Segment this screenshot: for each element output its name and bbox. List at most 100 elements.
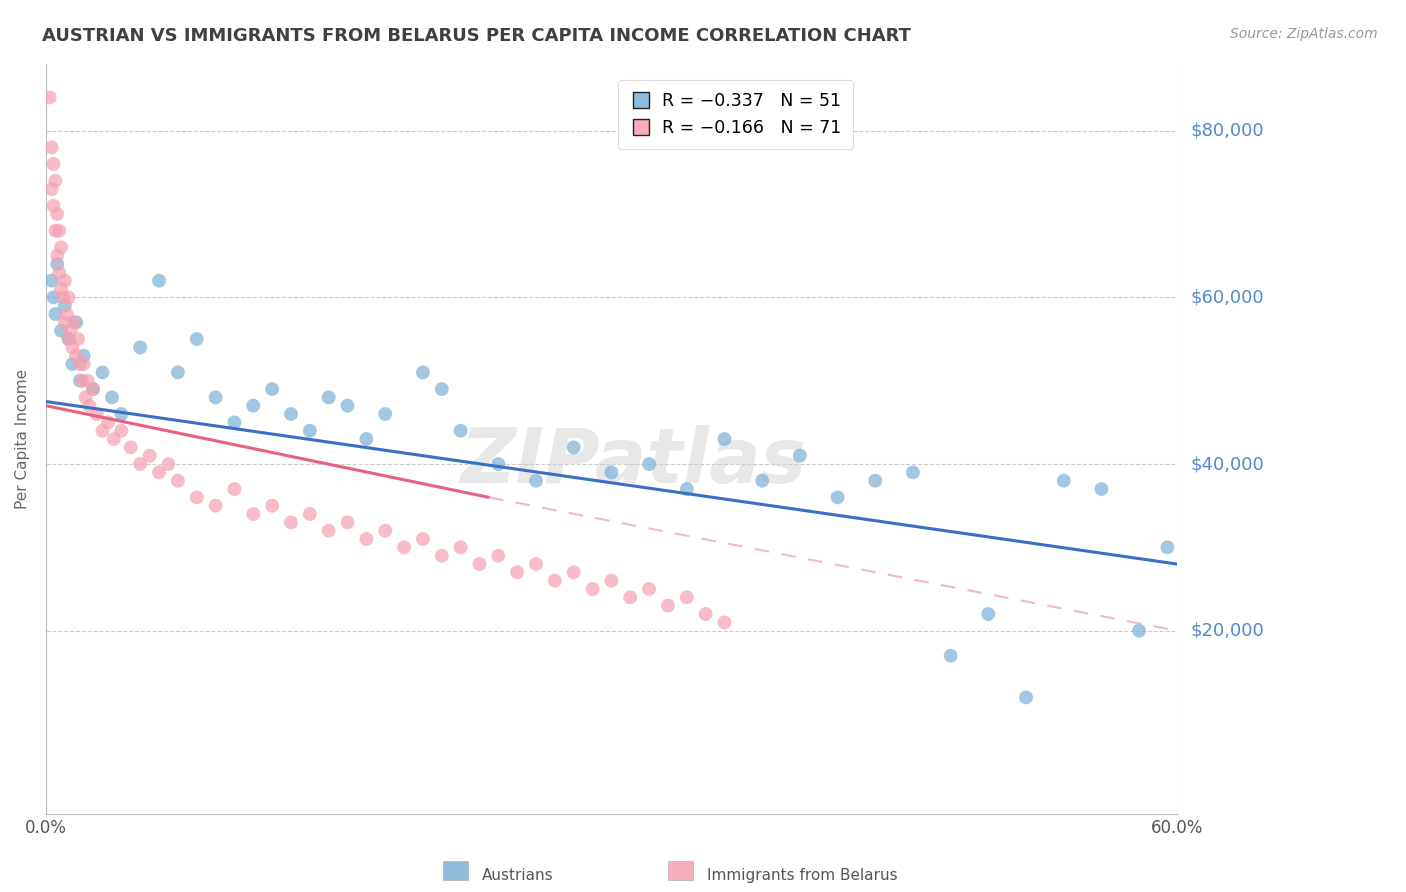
Text: Austrians: Austrians <box>482 869 554 883</box>
Point <box>110 424 132 438</box>
Point <box>224 416 246 430</box>
Point <box>69 374 91 388</box>
Point <box>82 382 104 396</box>
Point <box>101 390 124 404</box>
Point <box>60 340 83 354</box>
Point <box>450 541 472 555</box>
Point <box>638 457 661 471</box>
Point <box>392 541 415 555</box>
Point <box>430 549 453 563</box>
Point <box>157 457 180 471</box>
Point <box>1053 474 1076 488</box>
Point <box>148 274 170 288</box>
Point <box>49 324 72 338</box>
Point <box>600 466 623 480</box>
Point <box>318 524 340 538</box>
Point <box>581 582 603 596</box>
Point <box>713 615 735 630</box>
Point <box>53 274 76 288</box>
Point <box>82 382 104 396</box>
Point <box>412 365 434 379</box>
Point <box>1015 690 1038 705</box>
Point <box>167 474 190 488</box>
Point <box>204 499 226 513</box>
Point <box>298 424 321 438</box>
Point <box>53 299 76 313</box>
Point <box>44 174 66 188</box>
Point <box>450 424 472 438</box>
Point <box>55 307 77 321</box>
Point <box>75 390 97 404</box>
Point <box>46 249 69 263</box>
Point <box>86 407 108 421</box>
Point <box>336 516 359 530</box>
Point <box>224 482 246 496</box>
Point <box>38 90 60 104</box>
Point <box>262 382 284 396</box>
Text: $60,000: $60,000 <box>1191 288 1264 306</box>
Point <box>53 315 76 329</box>
Point <box>65 349 87 363</box>
Point <box>374 524 396 538</box>
Point <box>506 566 529 580</box>
Point <box>73 349 96 363</box>
Point <box>977 607 1000 621</box>
Point <box>91 365 114 379</box>
Point <box>468 557 491 571</box>
Point <box>751 474 773 488</box>
Text: Source: ZipAtlas.com: Source: ZipAtlas.com <box>1230 27 1378 41</box>
Point <box>1090 482 1112 496</box>
Point <box>65 315 87 329</box>
Point <box>939 648 962 663</box>
Point <box>486 549 509 563</box>
Point <box>280 516 302 530</box>
Point <box>1156 541 1178 555</box>
Point <box>41 274 63 288</box>
Point <box>675 591 697 605</box>
Point <box>129 457 152 471</box>
Point <box>70 374 93 388</box>
Point <box>318 390 340 404</box>
Point <box>66 332 89 346</box>
Point <box>42 199 65 213</box>
Point <box>58 332 80 346</box>
Text: Immigrants from Belarus: Immigrants from Belarus <box>707 869 898 883</box>
Legend: R = −0.337   N = 51, R = −0.166   N = 71: R = −0.337 N = 51, R = −0.166 N = 71 <box>619 80 853 149</box>
Y-axis label: Per Capita Income: Per Capita Income <box>15 369 30 509</box>
Point <box>675 482 697 496</box>
Point <box>129 340 152 354</box>
Point <box>49 240 72 254</box>
Point <box>562 441 585 455</box>
Point <box>430 382 453 396</box>
Point <box>73 357 96 371</box>
Point <box>901 466 924 480</box>
Point <box>48 265 70 279</box>
Point <box>544 574 567 588</box>
Point <box>204 390 226 404</box>
Point <box>412 532 434 546</box>
Point <box>138 449 160 463</box>
Point <box>42 157 65 171</box>
Point <box>865 474 887 488</box>
Point <box>46 207 69 221</box>
Point <box>120 441 142 455</box>
Point <box>110 407 132 421</box>
Point <box>638 582 661 596</box>
Point <box>695 607 717 621</box>
Point <box>167 365 190 379</box>
Point <box>79 399 101 413</box>
Point <box>58 332 80 346</box>
Text: $40,000: $40,000 <box>1191 455 1264 473</box>
Point <box>374 407 396 421</box>
Point <box>356 432 378 446</box>
Text: ZIPatlas: ZIPatlas <box>461 425 807 499</box>
Point <box>103 432 125 446</box>
Point <box>148 466 170 480</box>
Point <box>91 424 114 438</box>
Point <box>42 290 65 304</box>
Point <box>59 324 82 338</box>
Point <box>186 332 208 346</box>
Point <box>60 357 83 371</box>
Point <box>600 574 623 588</box>
Point <box>44 224 66 238</box>
